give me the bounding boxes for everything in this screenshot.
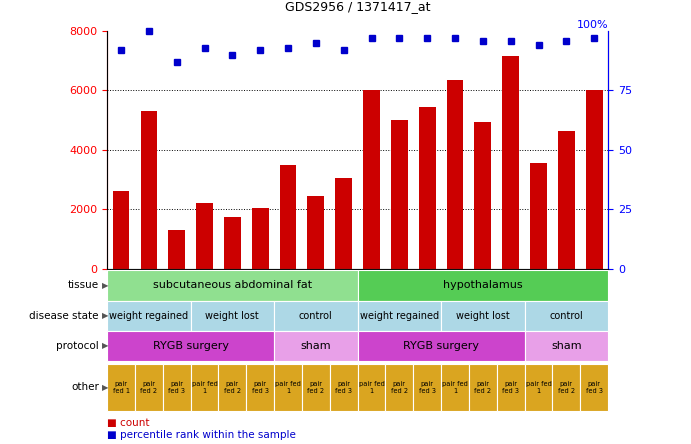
Text: pair
fed 1: pair fed 1 xyxy=(113,381,129,394)
Text: subcutaneous abdominal fat: subcutaneous abdominal fat xyxy=(153,281,312,290)
Bar xyxy=(530,163,547,269)
Text: control: control xyxy=(549,311,583,321)
Text: pair fed
1: pair fed 1 xyxy=(275,381,301,394)
Text: protocol: protocol xyxy=(56,341,99,351)
Bar xyxy=(419,107,435,269)
Text: pair
fed 3: pair fed 3 xyxy=(335,381,352,394)
Bar xyxy=(140,111,157,269)
Text: pair
fed 2: pair fed 2 xyxy=(140,381,158,394)
Bar xyxy=(280,165,296,269)
Text: sham: sham xyxy=(551,341,582,351)
Text: 100%: 100% xyxy=(576,20,608,30)
Text: pair
fed 3: pair fed 3 xyxy=(168,381,185,394)
Bar xyxy=(363,91,380,269)
Bar xyxy=(502,56,519,269)
Text: ■ count: ■ count xyxy=(107,418,150,428)
Text: pair
fed 3: pair fed 3 xyxy=(586,381,603,394)
Text: weight regained: weight regained xyxy=(109,311,189,321)
Text: pair
fed 2: pair fed 2 xyxy=(307,381,324,394)
Text: pair
fed 3: pair fed 3 xyxy=(252,381,269,394)
Text: pair fed
1: pair fed 1 xyxy=(359,381,384,394)
Text: disease state: disease state xyxy=(29,311,99,321)
Text: pair
fed 3: pair fed 3 xyxy=(419,381,435,394)
Text: ▶: ▶ xyxy=(102,383,108,392)
Text: tissue: tissue xyxy=(68,281,99,290)
Text: GDS2956 / 1371417_at: GDS2956 / 1371417_at xyxy=(285,0,430,13)
Text: pair fed
1: pair fed 1 xyxy=(442,381,468,394)
Text: ▶: ▶ xyxy=(102,311,108,320)
Bar xyxy=(558,131,575,269)
Text: RYGB surgery: RYGB surgery xyxy=(403,341,479,351)
Bar xyxy=(475,122,491,269)
Text: pair
fed 2: pair fed 2 xyxy=(474,381,491,394)
Text: pair
fed 2: pair fed 2 xyxy=(558,381,575,394)
Bar xyxy=(169,230,185,269)
Bar xyxy=(586,91,603,269)
Text: pair fed
1: pair fed 1 xyxy=(526,381,551,394)
Text: ■ percentile rank within the sample: ■ percentile rank within the sample xyxy=(107,429,296,440)
Text: weight lost: weight lost xyxy=(205,311,259,321)
Bar xyxy=(196,203,213,269)
Text: ▶: ▶ xyxy=(102,341,108,350)
Text: pair fed
1: pair fed 1 xyxy=(191,381,218,394)
Text: hypothalamus: hypothalamus xyxy=(443,281,522,290)
Bar xyxy=(252,208,269,269)
Text: sham: sham xyxy=(301,341,331,351)
Bar xyxy=(335,178,352,269)
Text: pair
fed 2: pair fed 2 xyxy=(391,381,408,394)
Text: other: other xyxy=(71,382,99,392)
Bar xyxy=(113,191,129,269)
Text: weight lost: weight lost xyxy=(456,311,510,321)
Text: RYGB surgery: RYGB surgery xyxy=(153,341,229,351)
Text: control: control xyxy=(299,311,333,321)
Text: pair
fed 2: pair fed 2 xyxy=(224,381,241,394)
Bar xyxy=(307,196,324,269)
Bar xyxy=(446,80,464,269)
Text: pair
fed 3: pair fed 3 xyxy=(502,381,519,394)
Text: ▶: ▶ xyxy=(102,281,108,290)
Bar xyxy=(224,217,240,269)
Bar xyxy=(391,120,408,269)
Text: weight regained: weight regained xyxy=(360,311,439,321)
